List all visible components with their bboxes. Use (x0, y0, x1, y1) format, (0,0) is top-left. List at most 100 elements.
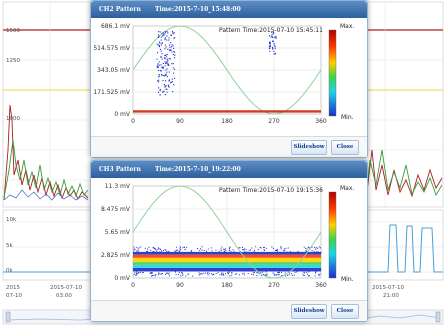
scatter-point (184, 246, 185, 248)
scatter-point (308, 275, 310, 277)
scatter-point (244, 248, 245, 250)
scatter-point (263, 246, 265, 248)
slideshow-button[interactable]: Slideshow (291, 304, 327, 319)
scatter-point (158, 81, 160, 83)
scatter-point (158, 69, 160, 71)
scatter-point (305, 250, 307, 252)
scatter-point (265, 271, 267, 273)
scatter-point (173, 51, 175, 53)
scatter-point (167, 85, 169, 87)
scatter-point (228, 248, 230, 250)
scatter-point (220, 248, 222, 250)
close-button[interactable]: Close (331, 304, 359, 319)
scatter-point (275, 35, 277, 37)
scatter-point (167, 250, 169, 252)
scatter-point (170, 35, 172, 37)
scatter-point (222, 273, 224, 275)
bg-ytick-10k: 10k (6, 217, 17, 223)
scatter-point (157, 44, 159, 46)
scatter-point (271, 46, 273, 48)
scatter-point (160, 36, 162, 38)
scatter-point (166, 31, 168, 33)
scatter-point (161, 250, 163, 252)
scatter-point (137, 248, 139, 250)
dialog-titlebar[interactable]: CH2 Pattern Time:2015-7-10_15:48:00 (91, 1, 367, 18)
scatter-point (268, 42, 270, 44)
scatter-point (168, 39, 170, 41)
ch3-pattern-dialog: CH3 Pattern Time:2015-7-10_19:22:00 0 mV… (90, 160, 368, 322)
scatter-point (274, 36, 276, 38)
scatter-point (308, 271, 310, 273)
scatter-point (269, 43, 271, 45)
y-tick-label: 0 mV (114, 275, 131, 282)
scatter-point (172, 67, 174, 69)
scatter-point (225, 273, 226, 275)
scatter-point (170, 81, 172, 83)
dialog-titlebar[interactable]: CH3 Pattern Time:2015-7-10_19:22:00 (91, 161, 367, 178)
scatter-point (172, 33, 174, 35)
scatter-point (159, 251, 161, 253)
scatter-point (272, 272, 274, 274)
scatter-point (157, 67, 159, 69)
scatter-point (172, 63, 174, 65)
scatter-point (164, 65, 166, 67)
scatter-point (203, 272, 205, 274)
scatter-point (263, 247, 264, 249)
navigator-handle-right[interactable] (435, 311, 441, 323)
scatter-point (175, 274, 177, 275)
bg-series-blue (3, 189, 89, 201)
scatter-point (168, 86, 170, 88)
scatter-point (136, 272, 138, 274)
scatter-point (276, 250, 278, 252)
scatter-point (280, 246, 282, 248)
scatter-point (164, 61, 166, 63)
scatter-point (159, 90, 161, 92)
scatter-point (268, 35, 270, 37)
scatter-point (157, 249, 159, 251)
scatter-point (315, 272, 316, 274)
scatter-point (158, 91, 160, 93)
scatter-point (152, 275, 154, 276)
scatter-point (225, 249, 227, 251)
dialog-title-label: CH2 Pattern (99, 6, 141, 13)
scatter-point (179, 250, 181, 252)
close-button[interactable]: Close (331, 140, 359, 155)
scatter-point (223, 248, 225, 250)
scatter-point (272, 48, 274, 50)
navigator-handle-left[interactable] (5, 311, 11, 323)
scatter-point (280, 246, 282, 248)
scatter-point (291, 274, 293, 276)
scatter-point (159, 272, 161, 274)
scatter-point (278, 274, 280, 275)
scatter-point (172, 72, 174, 74)
slideshow-button[interactable]: Slideshow (291, 140, 327, 155)
scatter-point (172, 53, 174, 55)
scatter-point (271, 36, 273, 38)
scatter-point (287, 274, 288, 276)
scatter-point (158, 34, 160, 36)
scatter-point (162, 80, 164, 82)
scatter-point (139, 272, 141, 273)
scatter-point (178, 251, 180, 253)
scatter-point (223, 274, 225, 276)
colorbar: Max. Min. (328, 23, 354, 121)
bg-series-right-green (365, 149, 443, 197)
scatter-point (177, 249, 179, 251)
scatter-point (171, 63, 173, 65)
scatter-point (166, 54, 168, 56)
scatter-point (155, 275, 157, 277)
scatter-point (167, 84, 169, 86)
scatter-point (174, 68, 176, 70)
scatter-point (217, 272, 219, 274)
scatter-point (163, 83, 165, 85)
scatter-point (285, 247, 287, 249)
scatter-point (165, 54, 167, 56)
scatter-point (162, 74, 164, 76)
scatter-point (171, 44, 173, 46)
scatter-point (166, 272, 168, 274)
scatter-point (257, 249, 259, 250)
scatter-point (272, 33, 274, 35)
scatter-point (168, 80, 170, 82)
scatter-point (236, 273, 238, 275)
scatter-point (159, 70, 161, 72)
